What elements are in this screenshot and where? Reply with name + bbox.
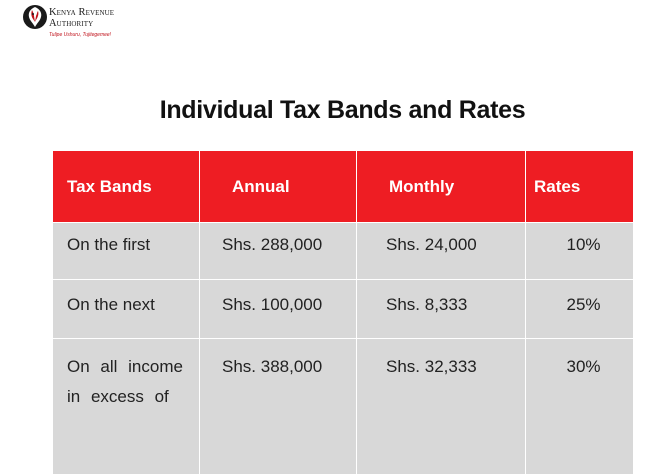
- column-header-annual: Annual: [199, 150, 357, 223]
- org-name-line1: Kenya Revenue: [49, 7, 115, 18]
- table-row: On all income in excess of Shs. 388,000 …: [52, 338, 634, 475]
- rate-cell: 10%: [525, 222, 634, 280]
- monthly-cell: Shs. 24,000: [356, 222, 526, 280]
- org-name: Kenya Revenue Authority: [49, 7, 114, 29]
- annual-cell: Shs. 288,000: [199, 222, 357, 280]
- monthly-cell: Shs. 32,333: [356, 338, 526, 475]
- band-cell: On all income in excess of: [52, 338, 200, 475]
- rate-cell: 30%: [525, 338, 634, 475]
- lion-head-icon: [23, 5, 47, 29]
- table-row: On the first Shs. 288,000 Shs. 24,000 10…: [52, 222, 634, 280]
- column-header-tax-bands: Tax Bands: [52, 150, 200, 223]
- tax-bands-table: Tax Bands Annual Monthly Rates On the fi…: [52, 150, 634, 475]
- monthly-cell: Shs. 8,333: [356, 279, 526, 339]
- annual-cell: Shs. 100,000: [199, 279, 357, 339]
- column-header-monthly: Monthly: [356, 150, 526, 223]
- band-cell: On the next: [52, 279, 200, 339]
- tagline: Tulipe Ushuru, Tujitegemee!: [49, 32, 112, 38]
- page-title: Individual Tax Bands and Rates: [159, 96, 526, 124]
- annual-cell: Shs. 388,000: [199, 338, 357, 475]
- org-name-line2: Authority: [49, 18, 94, 29]
- kra-logo: Kenya Revenue Authority Tulipe Ushuru, Tu…: [22, 4, 162, 40]
- band-cell: On the first: [52, 222, 200, 280]
- table-row: On the next Shs. 100,000 Shs. 8,333 25%: [52, 279, 634, 339]
- column-header-rates: Rates: [525, 150, 634, 223]
- table-header-row: Tax Bands Annual Monthly Rates: [52, 150, 634, 223]
- rate-cell: 25%: [525, 279, 634, 339]
